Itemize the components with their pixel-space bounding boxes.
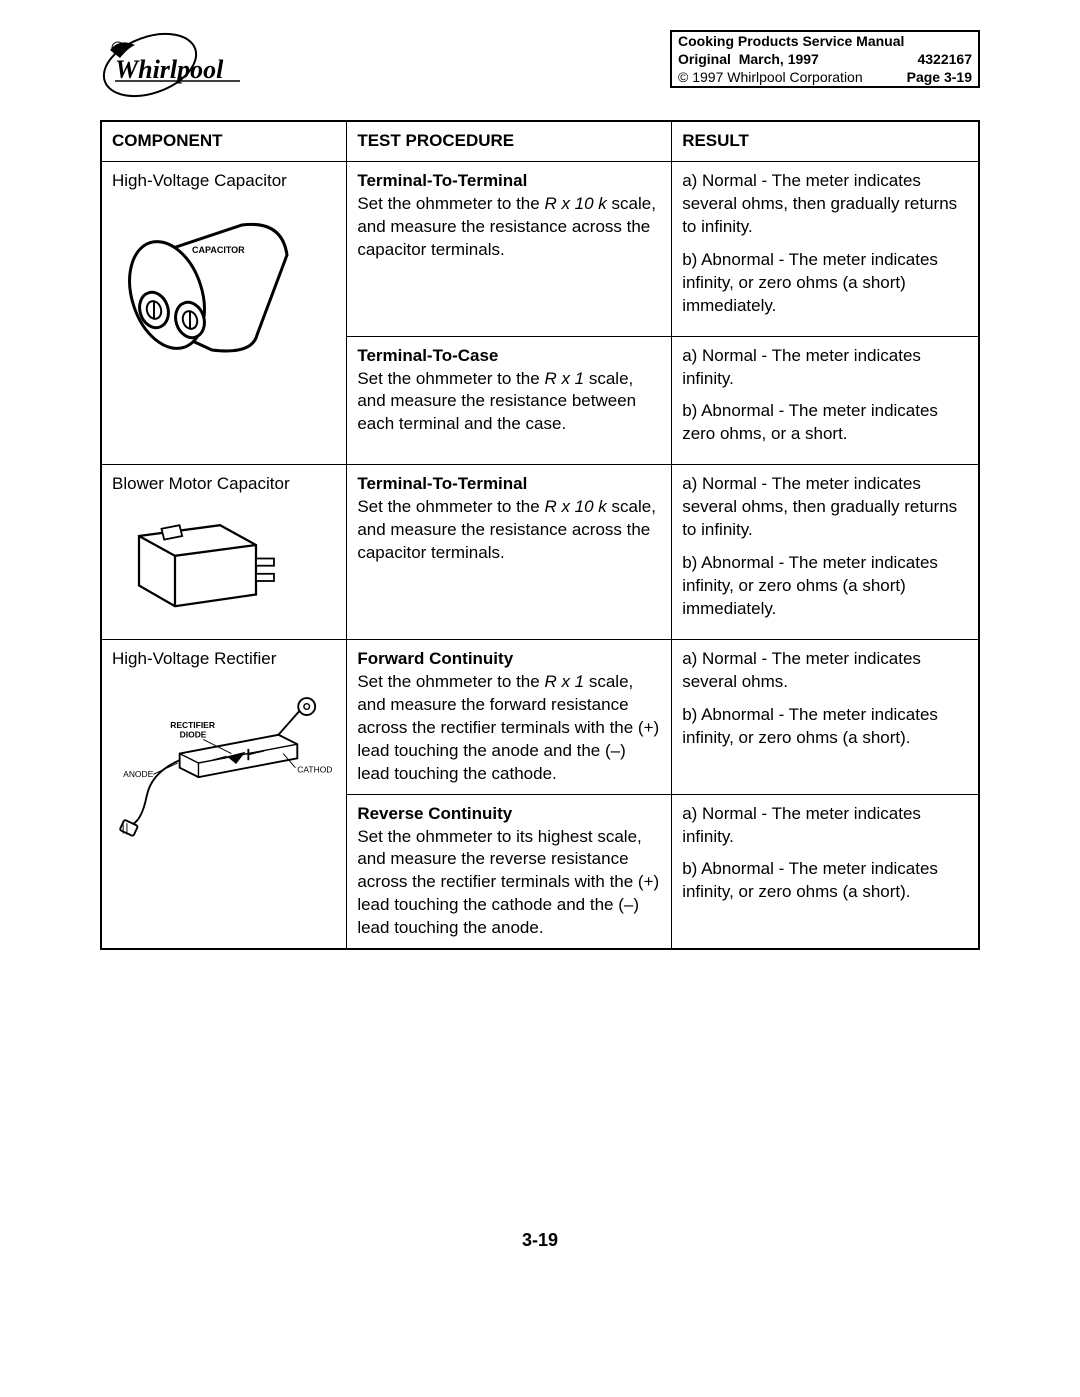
svg-text:Whirlpool: Whirlpool (115, 55, 224, 84)
doc-number: 4322167 (917, 51, 972, 67)
test-title: Forward Continuity (357, 649, 513, 668)
result-item: b) Abnormal - The meter indicates infini… (682, 552, 968, 621)
result-item: a) Normal - The meter indicates infinity… (682, 345, 968, 391)
result-item: b) Abnormal - The meter indicates infini… (682, 249, 968, 318)
table-row: Blower Motor Capacitor (101, 465, 979, 640)
result-item: b) Abnormal - The meter indicates infini… (682, 704, 968, 750)
test-title: Terminal-To-Case (357, 346, 498, 365)
page-label: Page 3-19 (907, 69, 972, 85)
capacitor-diagram: CAPACITOR (112, 205, 336, 372)
component-name: Blower Motor Capacitor (112, 473, 336, 496)
test-procedure-table: COMPONENT TEST PROCEDURE RESULT High-Vol… (100, 120, 980, 950)
test-title: Terminal-To-Terminal (357, 171, 527, 190)
blower-capacitor-diagram (112, 508, 336, 625)
table-row: High-Voltage Rectifier (101, 639, 979, 794)
rectifier-diagram: RECTIFIER DIODE ANODE CATHODE (112, 683, 336, 850)
capacitor-label: CAPACITOR (192, 245, 245, 255)
result-item: a) Normal - The meter indicates several … (682, 170, 968, 239)
page: Whirlpool Cooking Products Service Manua… (0, 0, 1080, 1291)
component-name: High-Voltage Rectifier (112, 648, 336, 671)
header-procedure: TEST PROCEDURE (347, 121, 672, 161)
result-item: a) Normal - The meter indicates infinity… (682, 803, 968, 849)
svg-text:CATHODE: CATHODE (297, 764, 332, 774)
table-row: High-Voltage Capacitor (101, 161, 979, 336)
header-row: Whirlpool Cooking Products Service Manua… (100, 30, 980, 100)
page-number: 3-19 (100, 1230, 980, 1251)
whirlpool-logo: Whirlpool (100, 30, 260, 100)
result-item: a) Normal - The meter indicates several … (682, 473, 968, 542)
test-title: Reverse Continuity (357, 804, 512, 823)
doc-info-box: Cooking Products Service Manual Original… (670, 30, 980, 88)
svg-text:DIODE: DIODE (180, 729, 207, 739)
result-item: b) Abnormal - The meter indicates infini… (682, 858, 968, 904)
header-result: RESULT (672, 121, 979, 161)
result-item: b) Abnormal - The meter indicates zero o… (682, 400, 968, 446)
component-name: High-Voltage Capacitor (112, 170, 336, 193)
result-item: a) Normal - The meter indicates several … (682, 648, 968, 694)
test-title: Terminal-To-Terminal (357, 474, 527, 493)
svg-text:ANODE: ANODE (123, 769, 153, 779)
header-component: COMPONENT (101, 121, 347, 161)
copyright: © 1997 Whirlpool Corporation (678, 69, 863, 85)
manual-title: Cooking Products Service Manual (678, 33, 904, 49)
